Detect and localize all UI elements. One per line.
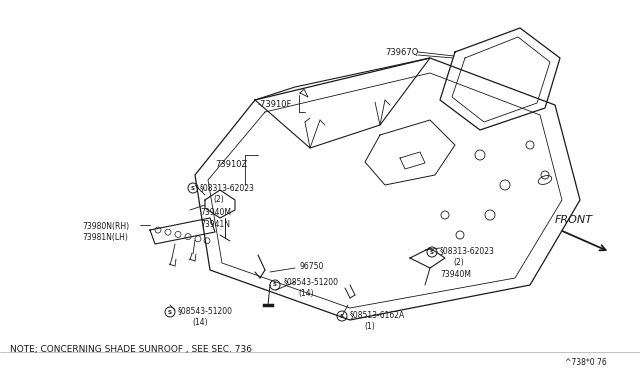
Text: 96750: 96750 <box>300 262 324 271</box>
Text: (14): (14) <box>192 318 207 327</box>
Text: 73941N: 73941N <box>200 220 230 229</box>
Text: S: S <box>430 250 434 254</box>
Text: S: S <box>191 186 195 190</box>
Text: 73980N(RH): 73980N(RH) <box>82 222 129 231</box>
Text: 73981N(LH): 73981N(LH) <box>82 233 128 242</box>
Text: NOTE; CONCERNING SHADE SUNROOF , SEE SEC. 736: NOTE; CONCERNING SHADE SUNROOF , SEE SEC… <box>10 345 252 354</box>
Text: ^738*0 76: ^738*0 76 <box>565 358 607 367</box>
Text: §08543-51200: §08543-51200 <box>284 277 339 286</box>
Text: 73940M: 73940M <box>440 270 471 279</box>
Text: S: S <box>168 310 172 314</box>
Text: 73967Q: 73967Q <box>385 48 419 57</box>
Text: §08543-51200: §08543-51200 <box>178 306 233 315</box>
Text: S: S <box>273 282 277 288</box>
Text: (2): (2) <box>453 258 464 267</box>
Text: §08513-6162A: §08513-6162A <box>350 310 405 319</box>
Text: §08313-62023: §08313-62023 <box>200 183 255 192</box>
Text: FRONT: FRONT <box>555 215 593 225</box>
Text: 73940M: 73940M <box>200 208 231 217</box>
Text: 73910Z: 73910Z <box>215 160 247 169</box>
Text: -73910F: -73910F <box>258 100 292 109</box>
Text: (2): (2) <box>213 195 224 204</box>
Text: (1): (1) <box>364 322 375 331</box>
Text: (14): (14) <box>298 289 314 298</box>
Text: §08313-62023: §08313-62023 <box>440 246 495 255</box>
Text: S: S <box>340 314 344 318</box>
